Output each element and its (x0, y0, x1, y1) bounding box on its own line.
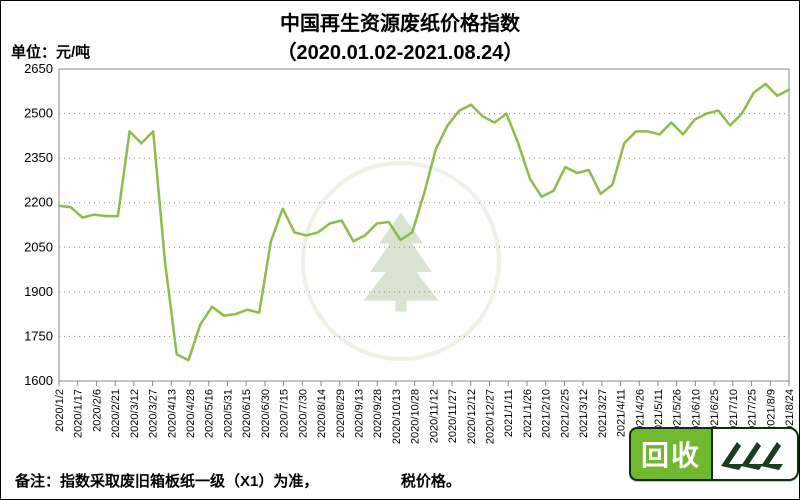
chart-svg: 16001750190020502200235025002650 2020/1/… (59, 69, 789, 381)
plot-border (59, 69, 789, 381)
svg-text:2020/7/30: 2020/7/30 (297, 389, 309, 438)
svg-text:2020/10/28: 2020/10/28 (410, 389, 422, 444)
svg-text:2020/3/27: 2020/3/27 (148, 389, 160, 438)
chart-footnote: 备注：指数采取废旧箱板纸一级（X1）为准， 税价格。 (15, 470, 461, 491)
svg-text:2021/8/9: 2021/8/9 (765, 389, 777, 432)
unit-label: 单位：元/吨 (11, 41, 90, 62)
svg-text:2020/4/28: 2020/4/28 (185, 389, 197, 438)
badge-text: 回收 (629, 427, 713, 481)
svg-text:2020/2/6: 2020/2/6 (91, 389, 103, 432)
svg-text:2020/7/15: 2020/7/15 (279, 389, 291, 438)
recycle-badge: 回收 (629, 427, 799, 481)
svg-text:2021/2/10: 2021/2/10 (541, 389, 553, 438)
chart-title-line2: （2020.01.02-2021.08.24） (1, 36, 799, 65)
svg-text:2020/9/28: 2020/9/28 (372, 389, 384, 438)
svg-text:2020/6/30: 2020/6/30 (260, 389, 272, 438)
svg-text:2020/4/13: 2020/4/13 (166, 389, 178, 438)
svg-text:2020/1/2: 2020/1/2 (54, 389, 66, 432)
svg-text:1750: 1750 (24, 328, 53, 343)
y-axis-labels: 1600 1750 1900 2050 2200 2350 2500 2650 (24, 61, 53, 388)
svg-text:2020/11/12: 2020/11/12 (428, 389, 440, 443)
svg-text:2021/1/26: 2021/1/26 (522, 389, 534, 438)
svg-text:1600: 1600 (24, 373, 53, 388)
svg-text:2020/9/13: 2020/9/13 (353, 389, 365, 438)
chart-title-line1: 中国再生资源废纸价格指数 (1, 7, 799, 36)
price-line-series (59, 84, 789, 360)
y-grid (59, 114, 789, 337)
svg-text:2021/2/25: 2021/2/25 (559, 389, 571, 438)
svg-text:2020/10/13: 2020/10/13 (391, 389, 403, 444)
svg-text:2020/8/29: 2020/8/29 (335, 389, 347, 438)
chart-title-block: 中国再生资源废纸价格指数 （2020.01.02-2021.08.24） (1, 1, 799, 65)
svg-text:2021/4/11: 2021/4/11 (616, 389, 628, 437)
svg-text:2021/3/27: 2021/3/27 (597, 389, 609, 438)
x-axis-ticks (59, 381, 789, 386)
svg-text:2021/1/11: 2021/1/11 (503, 389, 515, 437)
svg-text:2020/12/27: 2020/12/27 (485, 389, 497, 444)
svg-text:2500: 2500 (24, 106, 53, 121)
svg-text:2020/2/21: 2020/2/21 (110, 389, 122, 438)
chart-plot-area: 16001750190020502200235025002650 2020/1/… (59, 69, 789, 381)
svg-text:2020/5/16: 2020/5/16 (204, 389, 216, 438)
svg-text:2050: 2050 (24, 239, 53, 254)
svg-text:2020/1/17: 2020/1/17 (73, 389, 85, 438)
svg-text:2020/8/14: 2020/8/14 (316, 389, 328, 438)
badge-arrows-icon (713, 427, 799, 481)
svg-text:2020/12/12: 2020/12/12 (466, 389, 478, 444)
svg-text:2020/6/15: 2020/6/15 (241, 389, 253, 438)
svg-text:2020/3/12: 2020/3/12 (129, 389, 141, 438)
svg-text:2200: 2200 (24, 195, 53, 210)
svg-text:2021/3/12: 2021/3/12 (578, 389, 590, 438)
svg-text:2650: 2650 (24, 61, 53, 76)
svg-text:1900: 1900 (24, 284, 53, 299)
svg-text:2350: 2350 (24, 150, 53, 165)
svg-text:2020/11/27: 2020/11/27 (447, 389, 459, 443)
svg-text:2020/5/31: 2020/5/31 (222, 389, 234, 438)
chart-frame: 中国再生资源废纸价格指数 （2020.01.02-2021.08.24） 单位：… (0, 0, 800, 500)
